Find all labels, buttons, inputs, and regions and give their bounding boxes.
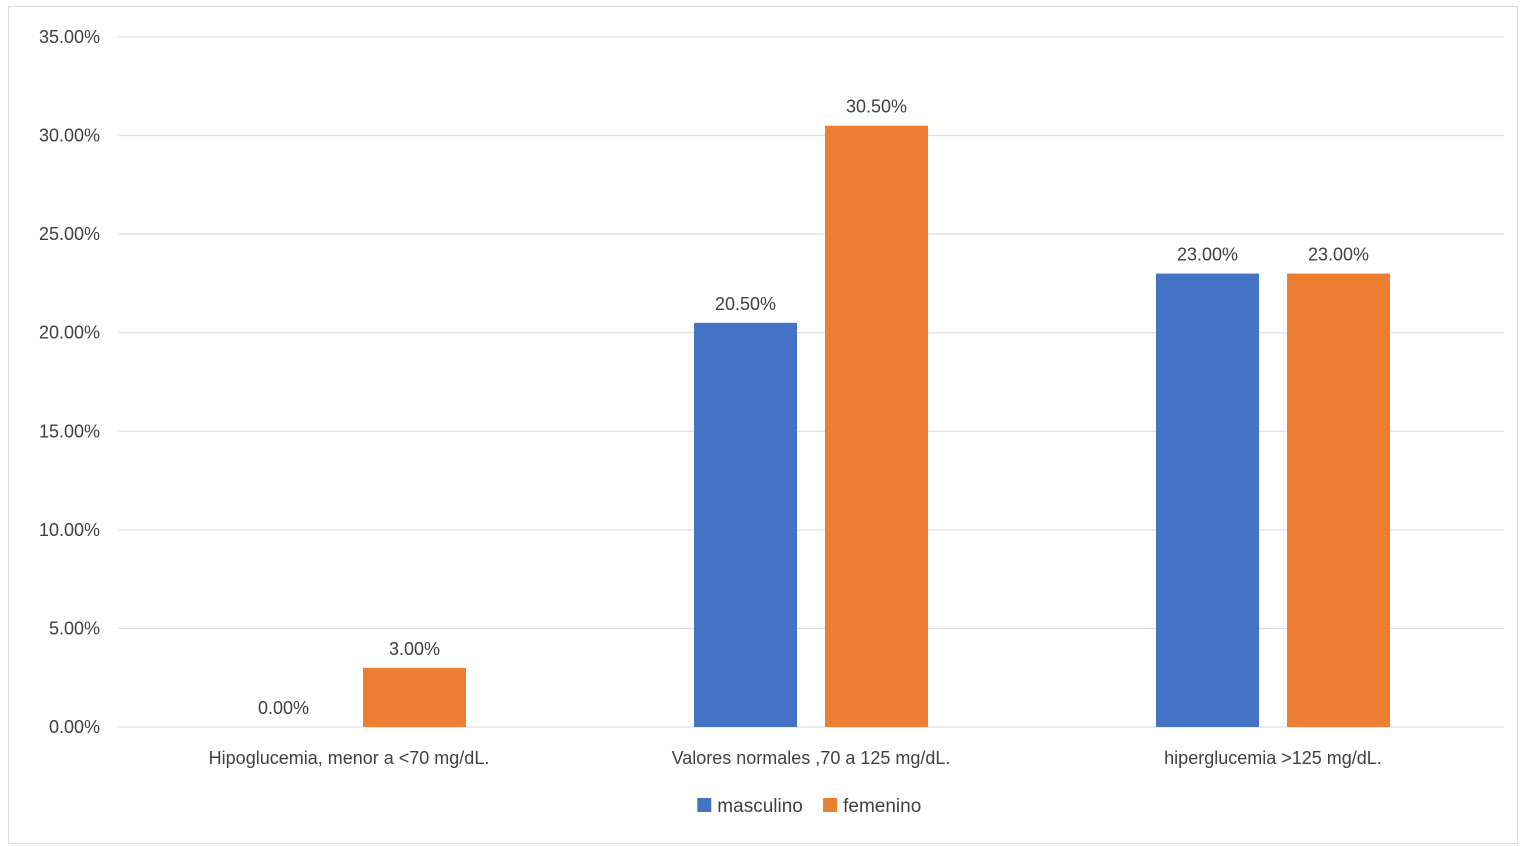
y-tick-label: 25.00% <box>39 224 100 244</box>
bars <box>363 125 1390 727</box>
legend-swatch <box>697 798 712 812</box>
y-tick-label: 0.00% <box>49 717 100 737</box>
data-label: 23.00% <box>1177 245 1238 265</box>
y-tick-label: 30.00% <box>39 126 100 146</box>
bar-masculino <box>1156 273 1259 727</box>
y-axis-ticks: 0.00% 5.00% 10.00% 15.00% 20.00% 25.00% 30.00%… <box>39 27 100 737</box>
y-tick-label: 35.00% <box>39 27 100 47</box>
data-label: 0.00% <box>258 698 309 718</box>
legend-label: masculino <box>717 796 803 817</box>
y-tick-label: 10.00% <box>39 520 100 540</box>
x-axis-categories: Hipoglucemia, menor a <70 mg/dL. Valores … <box>209 748 1382 768</box>
bar-masculino <box>694 322 797 727</box>
bar-femenino <box>825 125 928 727</box>
y-tick-label: 20.00% <box>39 323 100 343</box>
x-category-label: Hipoglucemia, menor a <70 mg/dL. <box>209 748 490 768</box>
bar-femenino <box>1287 273 1390 727</box>
gridlines <box>118 36 1504 728</box>
bar-femenino <box>363 667 466 727</box>
data-label: 23.00% <box>1308 245 1369 265</box>
data-labels: 0.00% 3.00% 20.50% 30.50% 23.00% 23.00% <box>258 97 1369 718</box>
legend-swatch <box>823 798 838 812</box>
y-tick-label: 5.00% <box>49 618 100 638</box>
data-label: 20.50% <box>715 294 776 314</box>
x-category-label: Valores normales ,70 a 125 mg/dL. <box>672 748 951 768</box>
legend-label: femenino <box>843 796 921 817</box>
data-label: 30.50% <box>846 97 907 117</box>
y-tick-label: 15.00% <box>39 421 100 441</box>
x-category-label: hiperglucemia >125 mg/dL. <box>1164 748 1382 768</box>
legend: masculino femenino <box>697 796 921 817</box>
data-label: 3.00% <box>389 639 440 659</box>
